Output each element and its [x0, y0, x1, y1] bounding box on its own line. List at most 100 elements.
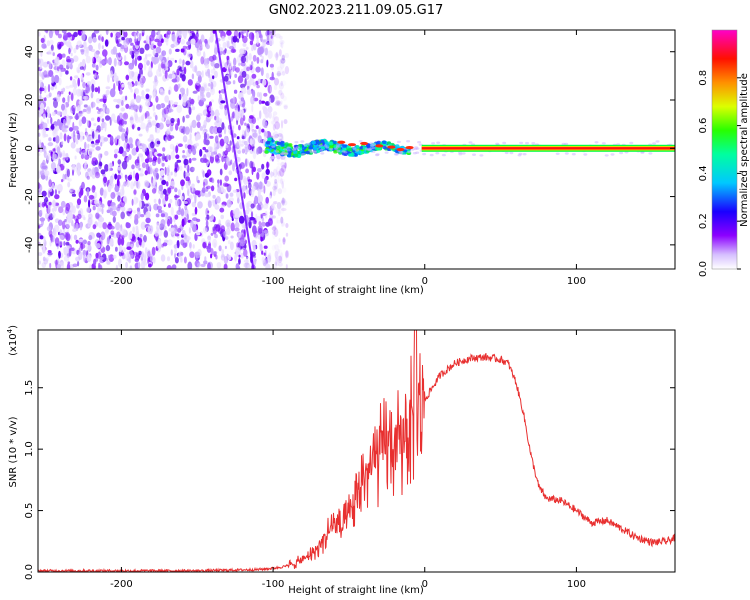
heatmap-noise-cell	[144, 247, 148, 254]
heatmap-noise-cell	[242, 35, 248, 44]
heatmap-noise-cell	[105, 59, 109, 64]
heatmap-noise-cell	[145, 93, 150, 100]
heatmap-noise-cell	[206, 245, 212, 253]
heatmap-noise-cell	[179, 87, 185, 94]
heatmap-noise-cell	[202, 109, 208, 116]
heatmap-noise-cell	[116, 98, 122, 104]
heatmap-noise-cell	[51, 152, 57, 161]
heatmap-noise-cell	[119, 89, 123, 95]
heatmap-noise-cell	[202, 170, 205, 178]
heatmap-noise-cell	[165, 38, 169, 46]
heatmap-noise-cell	[41, 165, 48, 170]
heatmap-noise-cell	[173, 84, 179, 92]
heatmap-noise-cell	[104, 164, 109, 172]
heatmap-noise-cell	[184, 172, 191, 177]
heatmap-noise-cell	[91, 144, 96, 148]
heatmap-noise-cell	[235, 263, 240, 269]
heatmap-noise-cell	[241, 30, 247, 34]
heatmap-noise-cell	[120, 100, 124, 106]
heatmap-halo-cell	[303, 143, 308, 147]
heatmap-noise-cell	[230, 222, 235, 232]
heatmap-noise-cell	[269, 38, 275, 46]
heatmap-noise-cell	[105, 86, 111, 90]
heatmap-noise-cell	[39, 86, 42, 95]
heatmap-noise-cell	[266, 254, 272, 263]
heatmap-noise-cell	[131, 71, 135, 78]
heatmap-noise-cell	[237, 75, 244, 84]
heatmap-noise-cell	[155, 56, 159, 64]
heatmap-noise-cell	[138, 173, 144, 177]
snr-frame	[37, 329, 676, 573]
heatmap-noise-cell	[174, 164, 180, 172]
heatmap-noise-cell	[267, 218, 273, 226]
heatmap-noise-cell	[236, 38, 240, 43]
heatmap-noise-cell	[91, 184, 96, 193]
heatmap-noise-cell	[181, 64, 184, 71]
heatmap-noise-cell	[252, 244, 257, 251]
heatmap-noise-cell	[165, 167, 170, 177]
heatmap-noise-cell	[230, 69, 233, 77]
heatmap-noise-cell	[78, 238, 84, 242]
heatmap-noise-cell	[245, 54, 249, 63]
heatmap-noise-cell	[42, 122, 48, 129]
heatmap-noise-cell	[133, 196, 138, 205]
heatmap-noise-cell	[72, 87, 77, 96]
heatmap-noise-cell	[181, 229, 186, 237]
heatmap-noise-cell	[273, 261, 277, 269]
heatmap-halo-cell	[564, 142, 569, 146]
heatmap-noise-cell	[214, 47, 218, 55]
heatmap-noise-cell	[108, 221, 112, 226]
spectrogram-xtick-label: -200	[110, 276, 133, 287]
heatmap-noise-cell	[283, 119, 288, 125]
heatmap-streak	[214, 30, 255, 269]
heatmap-noise-cell	[202, 181, 206, 188]
heatmap-noise-cell	[261, 172, 266, 180]
heatmap-noise-cell	[161, 50, 167, 57]
heatmap-noise-cell	[256, 172, 260, 180]
heatmap-noise-cell	[235, 247, 241, 256]
heatmap-noise-cell	[116, 174, 122, 180]
heatmap-noise-cell	[107, 236, 110, 245]
heatmap-noise-cell	[131, 124, 135, 130]
heatmap-noise-cell	[101, 36, 104, 42]
heatmap-noise-cell	[62, 158, 66, 166]
heatmap-noise-cell	[45, 153, 51, 161]
heatmap-noise-cell	[180, 257, 183, 263]
heatmap-noise-cell	[134, 57, 138, 67]
heatmap-noise-cell	[85, 46, 89, 54]
snr-scale-label: (x104)	[6, 325, 19, 356]
heatmap-noise-cell	[56, 264, 62, 269]
heatmap-noise-cell	[110, 225, 115, 230]
heatmap-noise-cell	[157, 40, 163, 47]
snr-xtick-label: 100	[567, 579, 586, 590]
heatmap-noise-cell	[120, 44, 125, 50]
heatmap-noise-cell	[138, 250, 142, 255]
heatmap-halo-cell	[384, 151, 389, 154]
heatmap-noise-cell	[95, 64, 99, 71]
heatmap-noise-cell	[206, 214, 210, 220]
heatmap-noise-cell	[272, 233, 276, 240]
heatmap-noise-cell	[144, 181, 151, 187]
heatmap-noise-cell	[137, 126, 141, 131]
heatmap-noise-cell	[221, 61, 225, 68]
heatmap-noise-cell	[139, 47, 145, 54]
heatmap-noise-cell	[121, 83, 125, 88]
heatmap-noise-cell	[58, 250, 61, 259]
heatmap-halo-cell	[286, 149, 291, 152]
heatmap-noise-cell	[48, 70, 54, 77]
heatmap-noise-cell	[118, 83, 121, 92]
heatmap-noise-cell	[232, 125, 235, 130]
heatmap-noise-cell	[177, 117, 180, 126]
heatmap-noise-cell	[249, 115, 254, 119]
heatmap-noise-cell	[251, 104, 254, 113]
heatmap-noise-cell	[118, 258, 122, 268]
heatmap-noise-cell	[139, 55, 142, 61]
heatmap-noise-cell	[244, 209, 250, 215]
heatmap-noise-cell	[265, 72, 270, 79]
heatmap-noise-cell	[210, 253, 213, 259]
heatmap-noise-cell	[88, 194, 95, 200]
heatmap-noise-cell	[105, 89, 111, 96]
heatmap-noise-cell	[212, 199, 216, 207]
heatmap-noise-cell	[73, 47, 77, 54]
heatmap-noise-cell	[105, 30, 109, 36]
